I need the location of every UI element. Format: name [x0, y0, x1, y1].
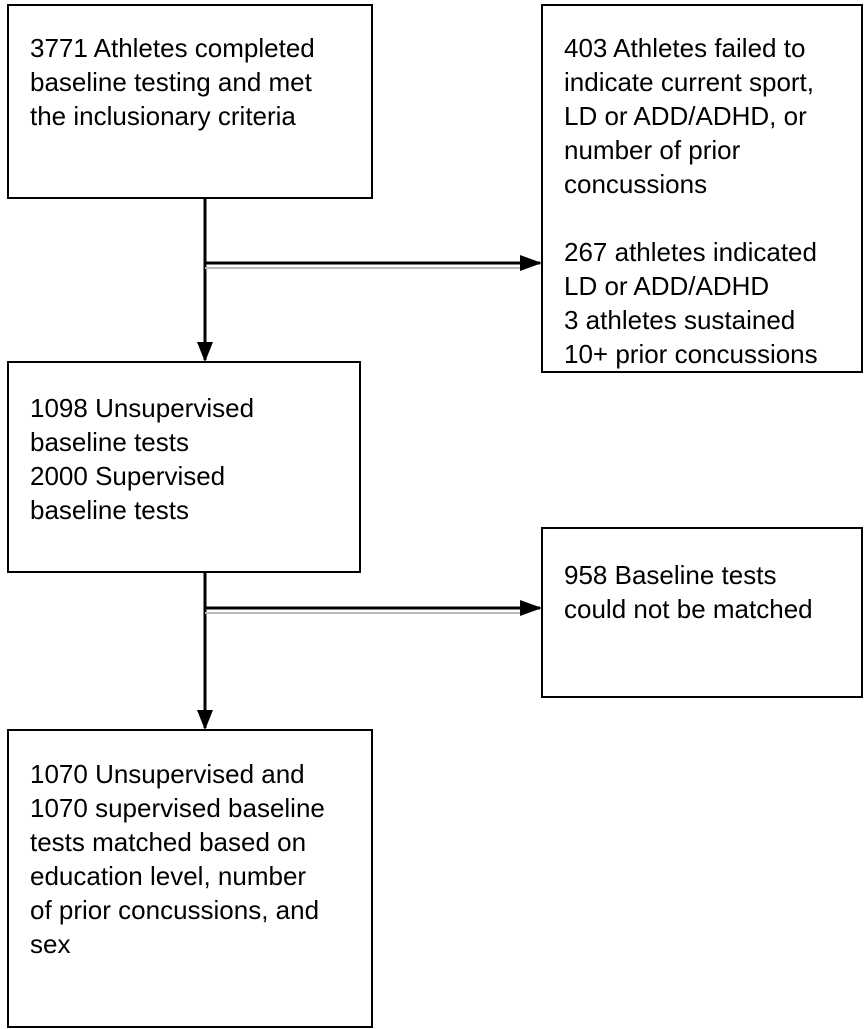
node-text: number of prior — [564, 135, 741, 165]
node-text: 958 Baseline tests — [564, 560, 776, 590]
node-text: concussions — [564, 169, 707, 199]
node-text: LD or ADD/ADHD, or — [564, 101, 807, 131]
node-text: the inclusionary criteria — [30, 101, 296, 131]
node-text: 3 athletes sustained — [564, 305, 795, 335]
node-text: 1070 Unsupervised and — [30, 759, 305, 789]
node-text: 3771 Athletes completed — [30, 33, 315, 63]
node-text: 2000 Supervised — [30, 461, 225, 491]
node-text: LD or ADD/ADHD — [564, 271, 769, 301]
node-text: 1098 Unsupervised — [30, 393, 254, 423]
node-box — [7, 729, 373, 1028]
node-text: 267 athletes indicated — [564, 237, 817, 267]
node-text: 1070 supervised baseline — [30, 793, 325, 823]
node-text: of prior concussions, and — [30, 895, 319, 925]
node-text: indicate current sport, — [564, 67, 814, 97]
connectors — [197, 198, 542, 730]
node-text: baseline testing and met — [30, 67, 313, 97]
node-text: tests matched based on — [30, 827, 306, 857]
node-text: baseline tests — [30, 495, 189, 525]
node-box — [7, 4, 373, 199]
node-box — [7, 361, 361, 573]
node-text: 10+ prior concussions — [564, 339, 818, 369]
node-box — [541, 527, 863, 698]
node-box — [541, 4, 863, 373]
node-text: baseline tests — [30, 427, 189, 457]
node-text: education level, number — [30, 861, 306, 891]
node-text: could not be matched — [564, 594, 813, 624]
node-text: 403 Athletes failed to — [564, 33, 805, 63]
node-text: sex — [30, 929, 70, 959]
